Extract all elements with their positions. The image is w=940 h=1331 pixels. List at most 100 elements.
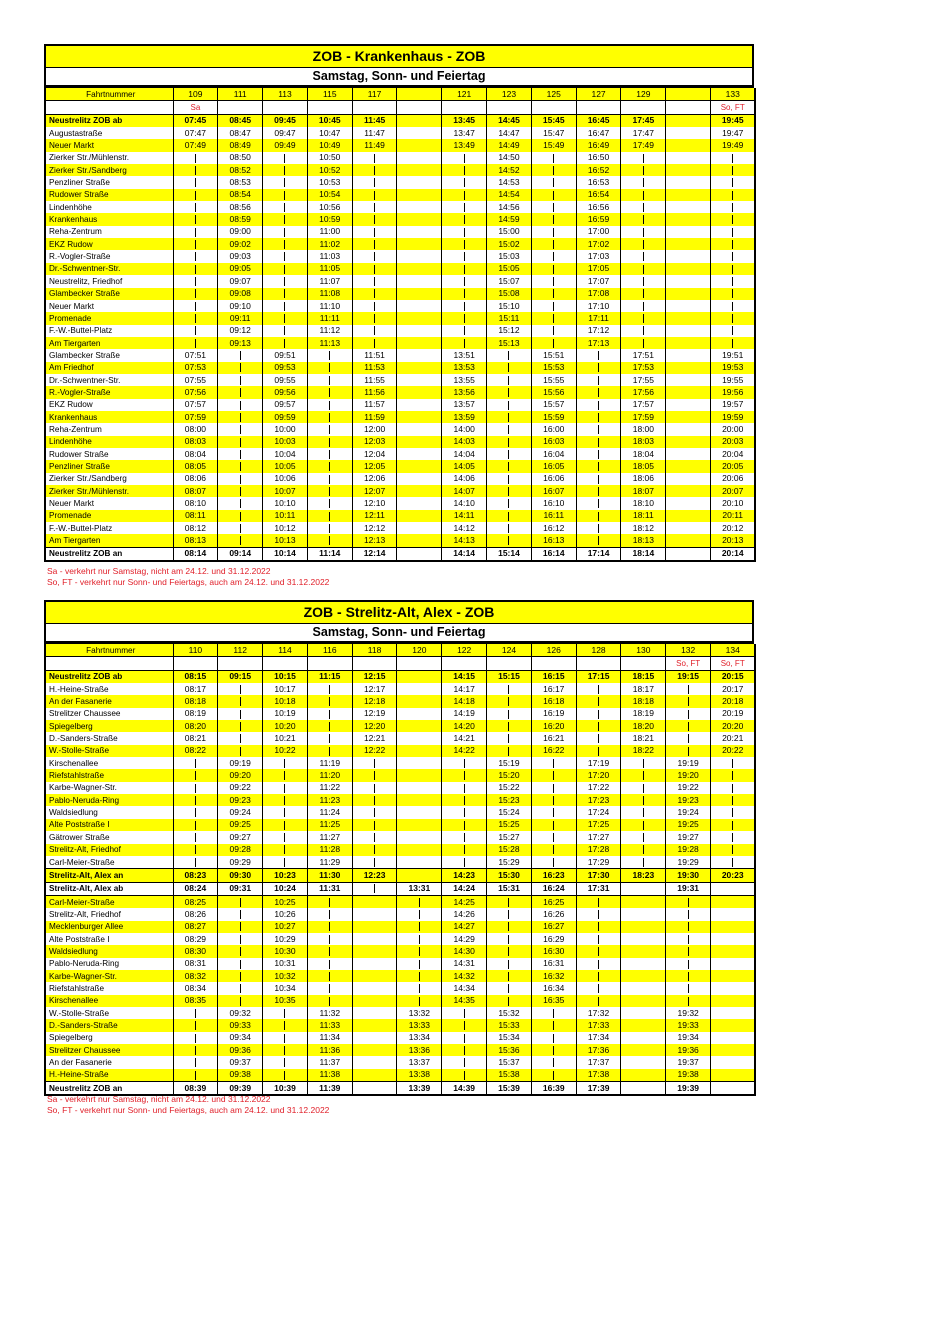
timetable-subtitle: Samstag, Sonn- und Feiertag	[46, 624, 752, 642]
table-row: An der Fasanerie 08:18 10:18 12:18 14:18 16:1…	[44, 695, 757, 708]
departure-time: 16:25	[530, 894, 577, 909]
no-stop-marker	[486, 932, 532, 946]
departure-time: 14:56	[486, 201, 532, 214]
no-stop-marker	[710, 757, 757, 770]
pass-through-bar	[642, 153, 644, 163]
timetable-title: ZOB - Strelitz-Alt, Alex - ZOB	[46, 602, 752, 624]
footnotes-strelitz-alt: Sa - verkehrt nur Samstag, nicht am 24.1…	[47, 1094, 329, 1116]
departure-time: 15:57	[530, 398, 577, 411]
pass-through-bar	[642, 289, 644, 299]
departure-time: 15:23	[486, 794, 532, 807]
no-stop-marker	[486, 423, 532, 436]
departure-time: 09:31	[217, 881, 263, 896]
pass-through-bar	[732, 165, 734, 175]
departure-time: 13:39	[396, 1081, 442, 1097]
pass-through-bar	[194, 1058, 196, 1068]
pass-through-bar	[463, 190, 465, 200]
departure-time: 15:39	[486, 1081, 532, 1097]
departure-time: 10:13	[262, 534, 308, 548]
departure-time	[396, 472, 442, 485]
departure-time: 18:13	[620, 534, 666, 548]
stop-name: W.-Stolle-Straße	[44, 1006, 173, 1020]
trip-note	[351, 100, 397, 115]
departure-time: 19:23	[665, 794, 711, 807]
departure-time: 11:47	[351, 127, 397, 140]
pass-through-bar	[553, 1058, 555, 1068]
pass-through-bar	[463, 1070, 465, 1080]
departure-time: 09:11	[217, 312, 263, 325]
departure-time: 16:10	[530, 497, 577, 510]
pass-through-bar	[239, 363, 241, 373]
departure-time: 15:36	[486, 1044, 532, 1057]
departure-time: 10:53	[306, 176, 353, 189]
departure-time: 14:15	[441, 669, 487, 684]
no-stop-marker	[351, 213, 397, 226]
pass-through-bar	[374, 178, 376, 188]
no-stop-marker	[217, 994, 263, 1007]
departure-time: 14:24	[441, 881, 487, 896]
no-stop-marker	[172, 1044, 218, 1057]
departure-time: 10:29	[262, 932, 308, 946]
no-stop-marker	[396, 908, 442, 921]
departure-time: 10:20	[262, 720, 308, 733]
no-stop-marker	[306, 497, 353, 510]
departure-time	[665, 361, 711, 374]
pass-through-bar	[284, 759, 286, 769]
departure-time: 09:56	[262, 386, 308, 399]
pass-through-bar	[374, 165, 376, 175]
table-row: D.-Sanders-Straße 08:21 10:21 12:21 14:21 16:…	[44, 732, 757, 745]
no-stop-marker	[710, 188, 757, 202]
no-stop-marker	[486, 410, 532, 424]
no-stop-marker	[306, 982, 353, 995]
departure-time: 14:18	[441, 695, 487, 708]
departure-time: 17:55	[620, 373, 666, 387]
departure-time: 11:08	[306, 287, 353, 300]
no-stop-marker	[665, 732, 711, 745]
departure-time: 14:59	[486, 213, 532, 226]
departure-time: 17:49	[620, 139, 666, 152]
pass-through-bar	[463, 227, 465, 237]
table-row: Waldsiedlung 08:30 10:30 14:30 16:30	[44, 945, 757, 958]
pass-through-bar	[194, 1021, 196, 1031]
no-stop-marker	[665, 744, 711, 758]
pass-through-bar	[374, 190, 376, 200]
pass-through-bar	[329, 474, 331, 484]
no-stop-marker	[262, 818, 308, 832]
departure-time	[710, 957, 757, 970]
stop-name: Rudower Straße	[44, 447, 173, 461]
departure-time: 10:05	[262, 460, 308, 473]
no-stop-marker	[575, 522, 621, 535]
table-row: R.-Vogler-Straße 09:03 11:03 15:03 17:03	[44, 250, 757, 263]
departure-time	[710, 1081, 757, 1097]
no-stop-marker	[351, 151, 397, 165]
pass-through-bar	[329, 363, 331, 373]
departure-time: 15:00	[486, 225, 532, 239]
departure-time	[396, 831, 442, 844]
no-stop-marker	[620, 843, 666, 856]
stop-name: Riefstahlstraße	[44, 769, 173, 782]
pass-through-bar	[642, 820, 644, 830]
departure-time: 09:30	[217, 868, 263, 883]
pass-through-bar	[239, 721, 241, 731]
departure-time: 17:31	[575, 881, 621, 896]
departure-time: 14:14	[441, 546, 487, 563]
trip-note	[575, 656, 621, 671]
pass-through-bar	[598, 684, 600, 694]
pass-through-bar	[598, 971, 600, 981]
trip-note	[620, 100, 666, 115]
departure-time: 15:07	[486, 275, 532, 288]
no-stop-marker	[172, 336, 218, 350]
pass-through-bar	[732, 833, 734, 843]
pass-through-bar	[508, 363, 510, 373]
stop-name: Lindenhöhe	[44, 201, 173, 214]
pass-through-bar	[194, 1070, 196, 1080]
departure-time: 19:22	[665, 781, 711, 795]
departure-time: 16:56	[575, 201, 621, 214]
departure-time: 18:04	[620, 447, 666, 461]
no-stop-marker	[306, 908, 353, 921]
departure-time: 10:17	[262, 683, 308, 696]
pass-through-bar	[239, 351, 241, 361]
departure-time: 17:15	[575, 669, 621, 684]
departure-time	[665, 336, 711, 350]
no-stop-marker	[217, 435, 263, 448]
